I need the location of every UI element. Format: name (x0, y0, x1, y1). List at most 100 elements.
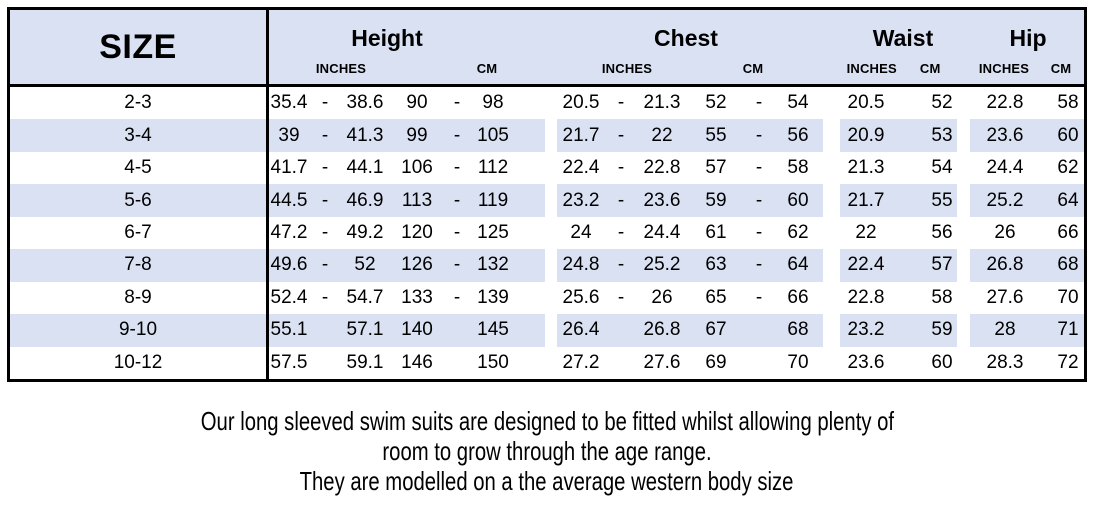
footer-note: Our long sleeved swim suits are designed… (0, 406, 1094, 496)
chest-inches-max: 24.4 (643, 221, 681, 243)
range-dash: - (617, 189, 625, 211)
chest-header-label: Chest (654, 25, 718, 51)
size-cell: 4-5 (10, 151, 269, 185)
hip-column-header: Hip INCHES CM (970, 10, 1084, 84)
chest-cells: 23.2 - 23.6 59 - 60 (557, 184, 823, 217)
chest-inches-max: 21.3 (643, 92, 681, 114)
height-cm-max: 150 (477, 351, 509, 373)
hip-cm: 64 (1057, 189, 1079, 211)
waist-cm: 60 (931, 351, 953, 373)
footer-line-3: They are modelled on a the average weste… (300, 466, 794, 496)
size-cell: 9-10 (10, 314, 269, 347)
height-inches-max: 57.1 (346, 319, 384, 341)
chest-inches-label: INCHES (601, 60, 653, 76)
waist-column-header: Waist INCHES CM (840, 10, 957, 84)
waist-cells: 21.3 54 (840, 152, 957, 184)
chest-cm-max: 58 (787, 157, 809, 179)
height-header-label: Height (351, 25, 423, 51)
hip-cells: 27.6 70 (970, 282, 1084, 314)
chest-cm-label: CM (742, 60, 764, 76)
chest-cm-min: 59 (705, 189, 727, 211)
column-gap (957, 347, 970, 379)
hip-inches: 24.4 (986, 157, 1024, 179)
column-gap (823, 10, 840, 84)
size-value: 6-7 (124, 221, 152, 243)
height-cells: 57.5 59.1 146 150 (269, 347, 545, 379)
waist-cm: 58 (931, 286, 953, 308)
waist-inches: 23.2 (847, 319, 885, 341)
table-row: 10-12 57.5 59.1 146 150 27.2 27.6 69 70 … (10, 346, 1084, 379)
chest-inches-max: 26.8 (643, 319, 681, 341)
height-cm-label: CM (476, 60, 498, 76)
waist-cells: 23.2 59 (840, 314, 957, 347)
column-gap (823, 87, 840, 119)
waist-cells: 21.7 55 (840, 184, 957, 217)
waist-header-label: Waist (872, 25, 934, 51)
hip-cells: 25.2 64 (970, 184, 1084, 217)
hip-inches: 28.3 (986, 351, 1024, 373)
footer-line: room to grow through the age range. (0, 436, 1094, 466)
table-row: 2-3 35.4 - 38.6 90 - 98 20.5 - 21.3 52 -… (10, 87, 1084, 120)
waist-inches: 21.7 (847, 189, 885, 211)
chest-inches-min: 27.2 (562, 351, 600, 373)
column-gap (545, 314, 557, 346)
height-cm-max: 119 (477, 189, 509, 211)
hip-header-label: Hip (1009, 25, 1047, 51)
size-cell: 10-12 (10, 346, 269, 379)
column-gap (823, 119, 840, 151)
hip-cells: 26 66 (970, 217, 1084, 249)
size-cell: 5-6 (10, 184, 269, 217)
chest-inches-min: 26.4 (562, 319, 600, 341)
table-body: 2-3 35.4 - 38.6 90 - 98 20.5 - 21.3 52 -… (10, 87, 1084, 379)
chest-inches-min: 23.2 (562, 189, 600, 211)
height-cm-max: 112 (477, 157, 509, 179)
column-gap (957, 10, 970, 84)
chest-cells: 24 - 24.4 61 - 62 (557, 217, 823, 249)
hip-cells: 26.8 68 (970, 249, 1084, 282)
range-dash: - (617, 124, 625, 146)
range-dash: - (321, 286, 329, 308)
chest-cells: 25.6 - 26 65 - 66 (557, 282, 823, 314)
height-inches-max: 52 (354, 254, 376, 276)
waist-unit-row: INCHES CM (840, 52, 957, 84)
waist-inches: 20.5 (847, 92, 885, 114)
waist-inches: 20.9 (847, 124, 885, 146)
range-dash: - (755, 157, 763, 179)
waist-cells: 20.5 52 (840, 87, 957, 119)
chest-cm-max: 66 (787, 286, 809, 308)
column-gap (957, 87, 970, 119)
height-column-header: Height INCHES CM (269, 10, 545, 84)
range-dash: - (755, 254, 763, 276)
table-row: 5-6 44.5 - 46.9 113 - 119 23.2 - 23.6 59… (10, 184, 1084, 217)
column-gap (957, 184, 970, 216)
chest-inches-min: 21.7 (562, 124, 600, 146)
range-dash: - (453, 221, 461, 243)
chest-inches-min: 24.8 (562, 254, 600, 276)
column-gap (545, 184, 557, 216)
size-value: 9-10 (118, 319, 158, 341)
table-row: 7-8 49.6 - 52 126 - 132 24.8 - 25.2 63 -… (10, 249, 1084, 282)
chest-inches-max: 27.6 (643, 351, 681, 373)
range-dash: - (617, 92, 625, 114)
hip-inches: 26 (994, 221, 1016, 243)
table-header: SIZE Height INCHES CM Chest INCHES CM Wa… (10, 10, 1084, 87)
size-header-label: SIZE (99, 27, 177, 66)
chest-inches-min: 20.5 (562, 92, 600, 114)
height-cm-min: 133 (401, 286, 433, 308)
height-cm-min: 120 (401, 221, 433, 243)
column-gap (545, 87, 557, 119)
chest-inches-min: 25.6 (562, 286, 600, 308)
size-value: 10-12 (113, 351, 163, 373)
chest-inches-max: 25.2 (643, 254, 681, 276)
height-inches-max: 44.1 (346, 157, 384, 179)
hip-cells: 28.3 72 (970, 347, 1084, 379)
range-dash: - (755, 286, 763, 308)
waist-cells: 22 56 (840, 217, 957, 249)
column-gap (957, 282, 970, 314)
range-dash: - (321, 124, 329, 146)
hip-cells: 23.6 60 (970, 119, 1084, 152)
height-cells: 49.6 - 52 126 - 132 (269, 249, 545, 282)
size-value: 4-5 (124, 157, 152, 179)
size-cell: 3-4 (10, 119, 269, 152)
range-dash: - (321, 221, 329, 243)
